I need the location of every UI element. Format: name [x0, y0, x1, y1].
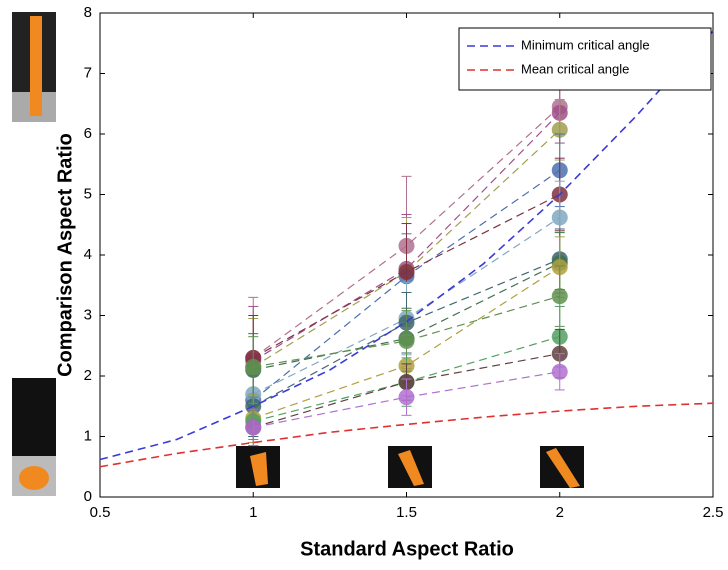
x-tick-label: 1 [249, 504, 257, 521]
x-tick-label: 2 [556, 504, 564, 521]
y-tick-label: 1 [84, 427, 92, 444]
y-tick-label: 0 [84, 488, 92, 505]
y-tick-label: 5 [84, 185, 92, 202]
marker [398, 263, 415, 280]
legend-label: Minimum critical angle [521, 37, 650, 52]
y-tick-label: 7 [84, 64, 92, 81]
series-line [253, 295, 560, 368]
y-axis-label: Comparison Aspect Ratio [54, 133, 76, 377]
marker [398, 389, 415, 406]
x-tick-label: 1.5 [396, 504, 417, 521]
marker [551, 288, 568, 305]
legend-label: Mean critical angle [521, 61, 629, 76]
image-cylinder [19, 466, 49, 490]
marker [245, 419, 262, 436]
image-thumb-bar [398, 450, 424, 486]
y-tick-label: 2 [84, 367, 92, 384]
marker [398, 332, 415, 349]
y-tick-label: 4 [84, 246, 92, 263]
image-bar [30, 16, 42, 116]
y-tick-label: 3 [84, 306, 92, 323]
marker [551, 363, 568, 380]
y-tick-label: 8 [84, 4, 92, 21]
x-tick-label: 2.5 [703, 504, 724, 521]
series-line [252, 129, 561, 368]
side-images [12, 12, 584, 496]
marker [245, 358, 262, 375]
image-thumb-bar [546, 448, 580, 488]
series-line [99, 402, 714, 468]
image-thumb-bar [250, 452, 268, 486]
legend-box [458, 27, 712, 91]
y-tick-label: 6 [84, 125, 92, 142]
series-line [99, 30, 714, 461]
series-line [252, 112, 561, 362]
marker [551, 209, 568, 226]
x-tick-label: 0.5 [90, 504, 111, 521]
x-axis-label: Standard Aspect Ratio [300, 538, 514, 560]
